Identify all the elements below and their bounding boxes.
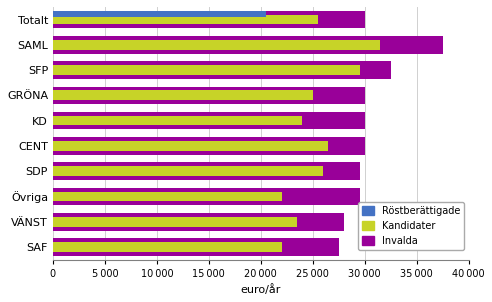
Bar bbox=[53, 112, 365, 130]
Bar bbox=[53, 191, 281, 201]
Bar bbox=[53, 91, 313, 100]
Bar bbox=[53, 213, 344, 230]
Bar bbox=[53, 242, 281, 252]
Bar bbox=[53, 166, 323, 176]
Bar bbox=[53, 65, 360, 75]
Bar bbox=[53, 61, 391, 79]
Bar bbox=[53, 86, 365, 104]
Bar bbox=[53, 162, 360, 180]
Bar bbox=[53, 238, 339, 256]
Bar bbox=[53, 11, 266, 17]
Bar bbox=[53, 116, 303, 126]
Bar bbox=[53, 188, 360, 205]
Legend: Röstberättigade, Kandidater, Invalda: Röstberättigade, Kandidater, Invalda bbox=[358, 202, 464, 250]
Bar bbox=[53, 137, 365, 155]
Bar bbox=[53, 217, 297, 226]
Bar bbox=[53, 141, 328, 151]
Bar bbox=[53, 36, 443, 54]
X-axis label: euro/år: euro/år bbox=[241, 284, 281, 295]
Bar bbox=[53, 15, 318, 24]
Bar bbox=[53, 11, 365, 28]
Bar bbox=[53, 40, 380, 50]
